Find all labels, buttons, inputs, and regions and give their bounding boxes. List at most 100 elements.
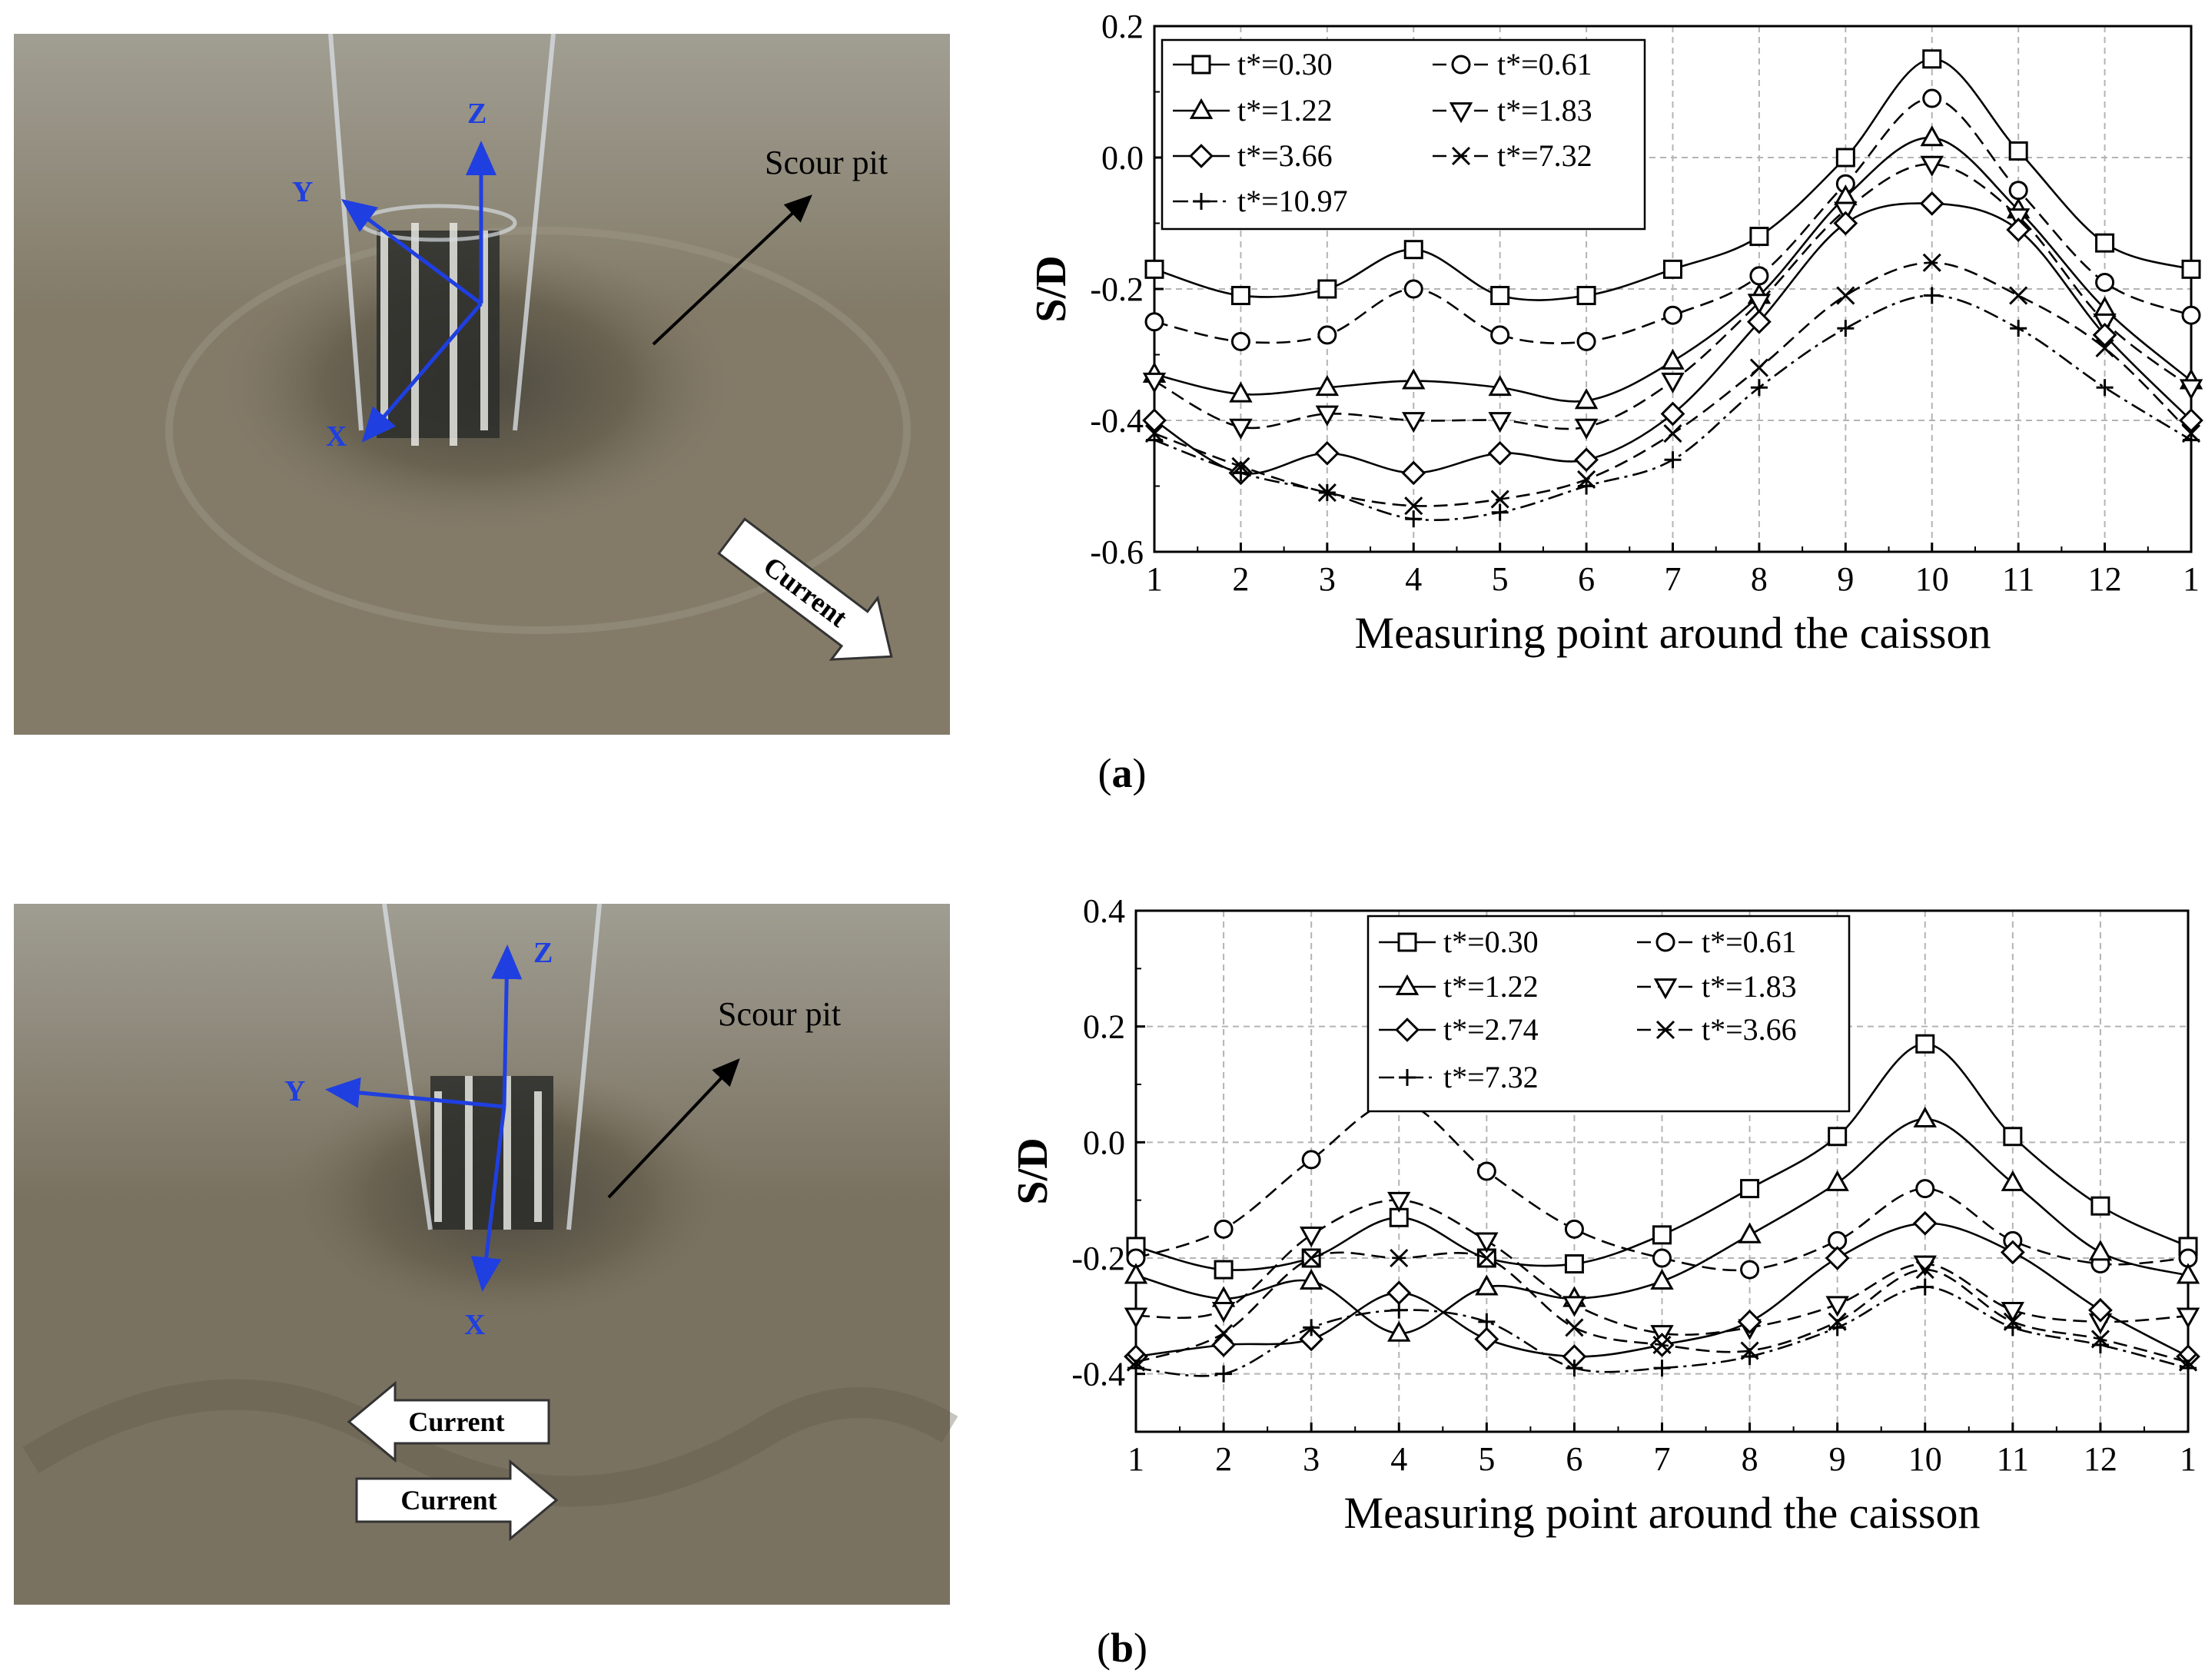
data-point	[1923, 287, 1941, 304]
data-point	[1475, 1274, 1499, 1296]
data-point	[1825, 1170, 1849, 1191]
data-point	[1301, 1150, 1321, 1170]
legend-marker	[1395, 974, 1420, 995]
x-tick-label: 10	[1915, 560, 1949, 598]
data-point	[1913, 1106, 1937, 1128]
photo-b-axes: X Y Z	[284, 937, 553, 1341]
data-point	[1142, 408, 1167, 433]
data-point	[1403, 240, 1423, 260]
chart-b: 1 2 3 4 5 6 7 8 9 10 11 12 1-0.4-0.20.00.20.4Measuri…	[1009, 892, 2200, 1538]
x-tick-label: 11	[1997, 1440, 2029, 1478]
data-point	[1230, 286, 1250, 306]
data-point	[1229, 418, 1253, 440]
data-point	[1315, 405, 1340, 427]
legend-marker	[1655, 932, 1675, 952]
data-point	[1740, 1260, 1760, 1280]
data-point	[2092, 322, 2117, 347]
x-tick-label: 11	[2002, 560, 2034, 598]
data-point	[1142, 372, 1167, 393]
photo-b-z-axis	[491, 945, 523, 1107]
data-point	[1315, 374, 1340, 397]
data-point	[1749, 266, 1769, 286]
data-point	[1825, 1296, 1849, 1317]
legend-item: t*=7.32	[1379, 1060, 1539, 1094]
data-point	[1387, 1320, 1411, 1342]
photo-a-axes: X Y Z	[292, 98, 496, 453]
legend-label: t*=1.22	[1237, 93, 1333, 128]
x-tick-label: 5	[1492, 560, 1509, 598]
data-point	[1912, 1210, 1938, 1236]
legend-item: t*=0.61	[1433, 47, 1592, 81]
legend-box	[1161, 38, 1646, 231]
data-point	[1303, 1319, 1320, 1336]
y-tick-label: -0.2	[1090, 271, 1144, 308]
data-point	[1663, 259, 1682, 279]
data-point	[2095, 338, 2114, 358]
series-t*=3.66	[1142, 191, 2203, 486]
legend-marker	[1653, 978, 1678, 1000]
legend-item: t*=1.83	[1433, 93, 1592, 128]
x-tick-label: 2	[1232, 560, 1249, 598]
data-point	[1214, 1219, 1234, 1239]
data-point	[1922, 253, 1941, 272]
data-point	[2183, 431, 2200, 449]
data-point	[1488, 412, 1512, 433]
data-point	[1920, 155, 1944, 177]
data-point	[1915, 1034, 1935, 1054]
x-tick-label: 5	[1478, 1440, 1495, 1478]
photo-a-y-axis	[340, 199, 483, 306]
data-point	[1404, 496, 1423, 516]
photo-a-pit-rim	[165, 227, 911, 634]
legend-marker	[1191, 55, 1211, 75]
legend-item: t*=1.22	[1379, 969, 1539, 1004]
legend-marker	[1189, 98, 1214, 119]
data-point	[1318, 484, 1336, 502]
data-point	[2091, 1336, 2109, 1353]
photo-a-y-label: Y	[292, 176, 313, 208]
legend-item: t*=3.66	[1173, 138, 1333, 173]
data-point	[1835, 148, 1855, 168]
legend-item: t*=3.66	[1637, 1012, 1797, 1047]
legend-marker	[1399, 1069, 1416, 1086]
data-point	[1828, 1319, 1846, 1336]
legend-item: t*=10.97	[1173, 184, 1348, 218]
data-point	[1124, 1263, 1148, 1284]
series-t*=1.83	[1142, 155, 2203, 440]
data-point	[1214, 1323, 1234, 1343]
photo-b-current-arrow-right: Current	[355, 1459, 559, 1542]
photo-b-scour-label: Scour pit	[718, 995, 841, 1033]
x-tick-label: 1	[2183, 560, 2200, 598]
legend-marker	[1655, 1020, 1675, 1040]
series-t*=7.32	[1127, 1278, 2197, 1383]
data-point	[1919, 191, 1944, 216]
data-point	[2088, 1297, 2113, 1323]
data-point	[1146, 431, 1163, 449]
data-point	[1211, 1301, 1236, 1323]
data-point	[1565, 1318, 1584, 1337]
data-point	[1403, 279, 1423, 299]
data-point	[1386, 1280, 1412, 1306]
x-tick-label: 10	[1908, 1440, 1942, 1478]
data-point	[1317, 325, 1337, 345]
y-tick-label: 0.0	[1083, 1124, 1125, 1161]
x-tick-label: 1	[2180, 1440, 2197, 1478]
data-point	[1738, 1222, 1762, 1243]
x-tick-label: 7	[1665, 560, 1682, 598]
data-point	[1663, 424, 1682, 443]
caption-b: (b)	[1097, 1625, 1147, 1671]
legend-label: t*=7.32	[1443, 1060, 1539, 1094]
data-point	[1574, 388, 1599, 410]
data-point	[1664, 451, 1682, 469]
data-point	[2095, 233, 2115, 253]
legend-label: t*=0.30	[1443, 925, 1539, 959]
series-t*=2.74	[1124, 1210, 2200, 1369]
x-tick-label: 8	[1751, 560, 1768, 598]
x-tick-label: 3	[1303, 1440, 1320, 1478]
data-point	[1314, 440, 1340, 466]
data-point	[1922, 49, 1942, 69]
data-point	[1387, 1191, 1411, 1213]
data-point	[1663, 305, 1682, 325]
data-point	[1661, 348, 1685, 370]
data-point	[1390, 1248, 1409, 1268]
